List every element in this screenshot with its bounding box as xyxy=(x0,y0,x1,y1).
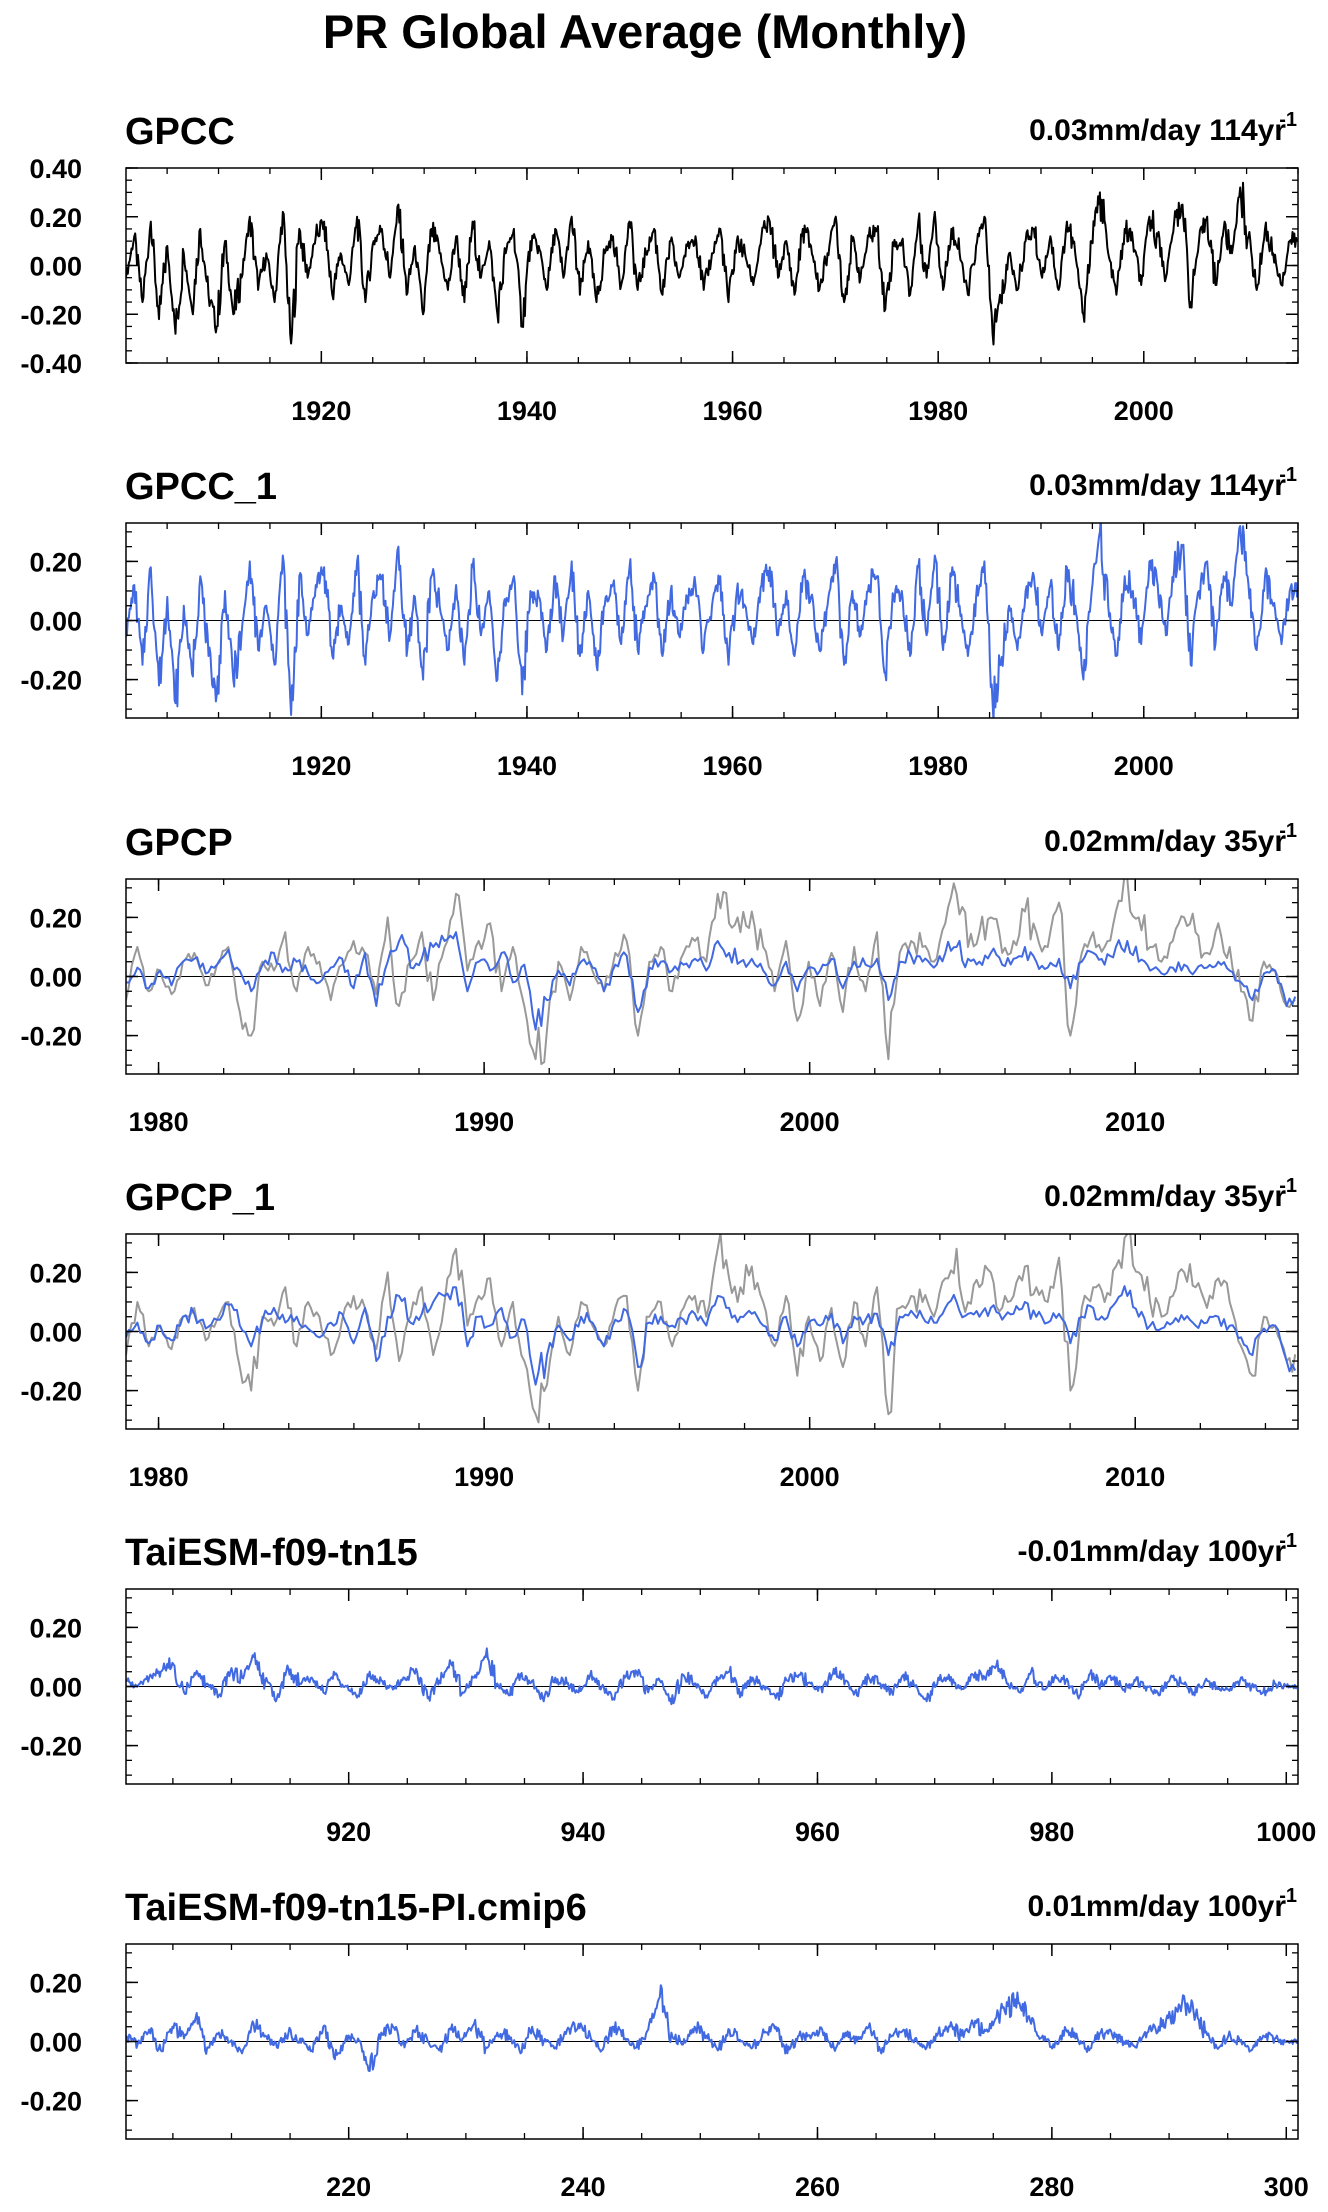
trend-label: 0.02mm/day 35yr xyxy=(1044,1180,1286,1213)
x-tick-label: 2010 xyxy=(1105,1107,1165,1137)
x-tick-label: 2010 xyxy=(1105,1462,1165,1492)
series-line-0 xyxy=(126,879,1296,1066)
series-line-1 xyxy=(126,931,1297,1031)
y-tick-label: 0.20 xyxy=(29,1258,82,1288)
series-line-0 xyxy=(126,1984,1298,2072)
y-tick-label: 0.20 xyxy=(29,547,82,577)
y-tick-label: 0.20 xyxy=(29,203,82,233)
y-tick-label: 0.20 xyxy=(29,903,82,933)
x-tick-label: 1990 xyxy=(454,1462,514,1492)
x-tick-label: 240 xyxy=(561,2172,606,2202)
x-tick-label: 1980 xyxy=(908,396,968,426)
trend-label: 0.03mm/day 114yr xyxy=(1029,114,1286,147)
series-line-0 xyxy=(126,1647,1297,1706)
panel-5: TaiESM-f09-tn15-PI.cmip6 0.01mm/day 100yr… xyxy=(20,1885,1308,2202)
y-tick-label: -0.20 xyxy=(20,2087,82,2117)
panel-title: TaiESM-f09-tn15-PI.cmip6 xyxy=(125,1887,587,1929)
panel-1: GPCC_1 0.03mm/day 114yr-1 1920 1940 1960 1980… xyxy=(20,464,1299,781)
x-tick-label: 1980 xyxy=(908,751,968,781)
y-tick-label: 0.20 xyxy=(29,1613,82,1643)
x-tick-label: 1000 xyxy=(1256,1817,1316,1847)
x-tick-label: 1940 xyxy=(497,751,557,781)
y-tick-label: 0.20 xyxy=(29,1968,82,1998)
x-tick-label: 280 xyxy=(1029,2172,1074,2202)
x-tick-label: 920 xyxy=(326,1817,371,1847)
x-tick-label: 2000 xyxy=(1114,751,1174,781)
x-tick-label: 2000 xyxy=(1114,396,1174,426)
y-tick-label: 0.40 xyxy=(29,154,82,184)
x-tick-label: 2000 xyxy=(780,1462,840,1492)
figure-title: PR Global Average (Monthly) xyxy=(322,5,968,58)
trend-label-exponent: -1 xyxy=(1279,109,1297,131)
panel-0: GPCC 0.03mm/day 114yr-1 1920 1940 1960 1980 20… xyxy=(20,109,1299,426)
trend-label: 0.01mm/day 100yr xyxy=(1027,1890,1286,1923)
x-tick-label: 1920 xyxy=(291,751,351,781)
y-tick-label: 0.00 xyxy=(29,252,82,282)
trend-label-exponent: -1 xyxy=(1279,820,1297,842)
plot-frame xyxy=(125,167,1299,364)
panel-title: TaiESM-f09-tn15 xyxy=(125,1532,418,1574)
panel-title: GPCP xyxy=(125,822,233,864)
trend-label-exponent: -1 xyxy=(1279,1175,1297,1197)
x-tick-label: 980 xyxy=(1029,1817,1074,1847)
panel-title: GPCC_1 xyxy=(125,466,277,508)
series-line-1 xyxy=(126,1285,1297,1386)
y-tick-label: -0.20 xyxy=(20,1377,82,1407)
series-line-0 xyxy=(126,523,1298,718)
trend-label: 0.03mm/day 114yr xyxy=(1029,469,1286,502)
y-tick-label: -0.20 xyxy=(20,666,82,696)
x-tick-label: 1960 xyxy=(703,751,763,781)
x-tick-label: 2000 xyxy=(780,1107,840,1137)
y-tick-label: 0.00 xyxy=(29,2028,82,2058)
panel-title: GPCP_1 xyxy=(125,1177,275,1219)
x-tick-label: 220 xyxy=(326,2172,371,2202)
trend-label: 0.02mm/day 35yr xyxy=(1044,825,1286,858)
y-tick-label: 0.00 xyxy=(29,1318,82,1348)
y-tick-label: -0.20 xyxy=(20,1022,82,1052)
x-tick-label: 1940 xyxy=(497,396,557,426)
x-tick-label: 1920 xyxy=(291,396,351,426)
y-tick-label: 0.00 xyxy=(29,607,82,637)
panel-2: GPCP 0.02mm/day 35yr-1 1980 1990 2000 2010 -0.… xyxy=(20,820,1299,1137)
panel-title: GPCC xyxy=(125,111,235,153)
x-tick-label: 1960 xyxy=(703,396,763,426)
x-tick-label: 940 xyxy=(561,1817,606,1847)
y-tick-label: -0.20 xyxy=(20,1732,82,1762)
y-tick-label: 0.00 xyxy=(29,1673,82,1703)
trend-label: -0.01mm/day 100yr xyxy=(1017,1535,1286,1568)
y-tick-label: 0.00 xyxy=(29,963,82,993)
x-tick-label: 300 xyxy=(1264,2172,1309,2202)
panel-4: TaiESM-f09-tn15 -0.01mm/day 100yr-1 920 940… xyxy=(20,1530,1316,1847)
y-tick-label: -0.40 xyxy=(20,349,82,379)
panel-3: GPCP_1 0.02mm/day 35yr-1 1980 1990 2000 2010 -… xyxy=(20,1175,1299,1492)
x-tick-label: 1980 xyxy=(129,1107,189,1137)
trend-label-exponent: -1 xyxy=(1279,464,1297,486)
series-line-0 xyxy=(126,181,1298,346)
trend-label-exponent: -1 xyxy=(1279,1530,1297,1552)
series-line-0 xyxy=(126,1234,1297,1424)
y-tick-label: -0.20 xyxy=(20,300,82,330)
trend-label-exponent: -1 xyxy=(1279,1885,1297,1907)
x-tick-label: 260 xyxy=(795,2172,840,2202)
x-tick-label: 1980 xyxy=(129,1462,189,1492)
x-tick-label: 1990 xyxy=(454,1107,514,1137)
x-tick-label: 960 xyxy=(795,1817,840,1847)
